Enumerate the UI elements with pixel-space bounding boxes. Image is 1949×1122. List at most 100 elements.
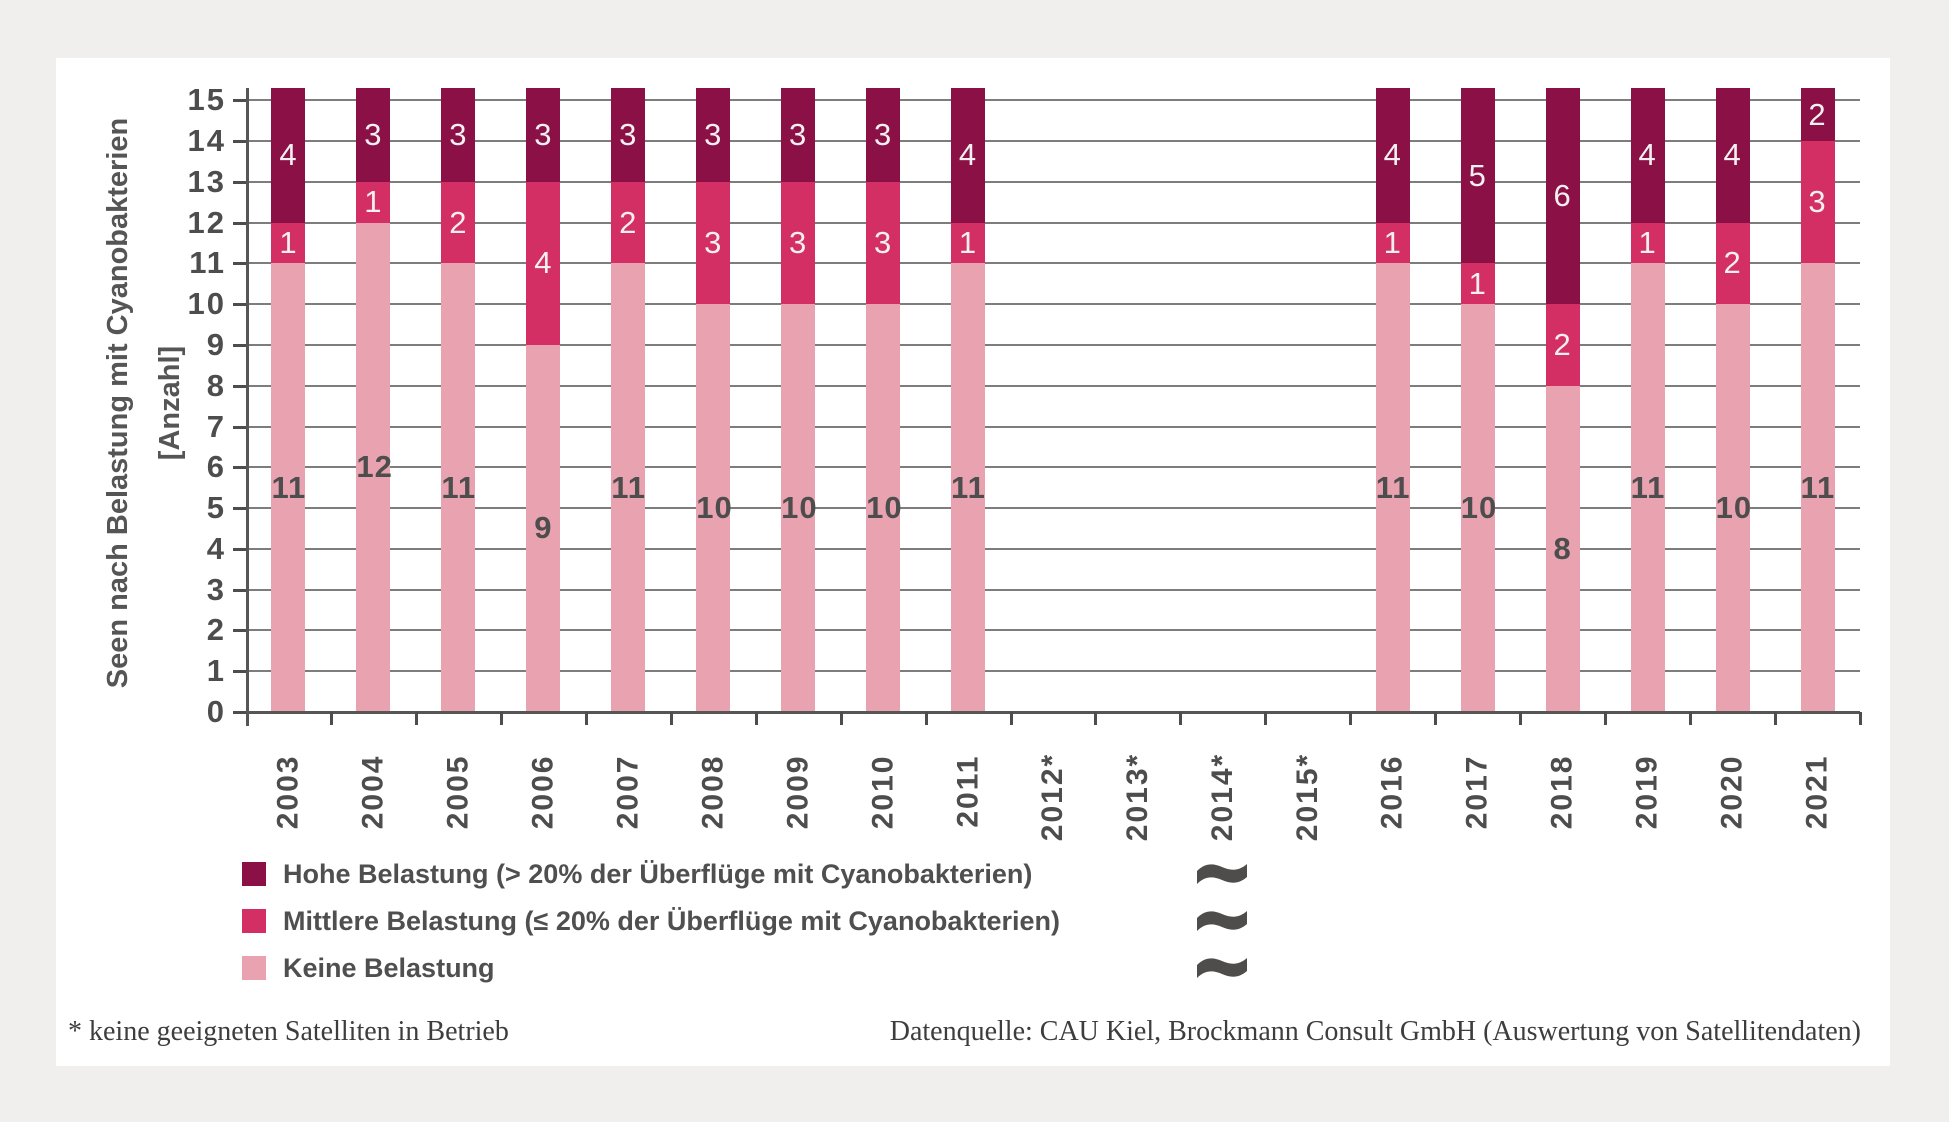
bar-value-label: 11 [441, 469, 477, 505]
x-tick-label: 2004 [331, 722, 416, 872]
x-tick-label: 2008 [671, 722, 756, 872]
x-axis-tick [1434, 712, 1438, 725]
x-tick-label: 2017 [1435, 722, 1520, 872]
bar-segment [611, 181, 646, 264]
bar-segment [1545, 88, 1580, 305]
bar-value-label: 2 [1723, 245, 1742, 281]
bar-value-label: 11 [1375, 469, 1411, 505]
grid-line [246, 221, 1860, 224]
gridline-layer [246, 88, 1860, 712]
bar-value-label: 3 [1808, 184, 1827, 220]
bar-segment [356, 88, 391, 182]
legend-label: Mittlere Belastung (≤ 20% der Überflüge … [283, 905, 1060, 936]
y-tick-label: 8 [206, 367, 226, 403]
bar-value-label: 11 [611, 469, 647, 505]
y-tick-label: 9 [206, 326, 226, 362]
grid-line [246, 99, 1860, 102]
bar-segment [1460, 88, 1495, 264]
x-axis-line [246, 711, 1860, 714]
x-axis-tick [669, 712, 673, 725]
x-tick-label: 2020 [1690, 722, 1775, 872]
y-axis-tick [233, 670, 246, 674]
x-axis-tick [1604, 712, 1608, 725]
y-tick-label: 0 [206, 694, 226, 729]
bar-value-label: 10 [696, 490, 733, 526]
grid-line [246, 180, 1860, 183]
x-tick-label-text: 2012* [1035, 752, 1069, 842]
bar-value-label: 4 [958, 137, 978, 173]
wave-icon [1197, 861, 1247, 888]
bar-segment [1630, 222, 1665, 264]
x-tick-label: 2011 [926, 722, 1011, 872]
legend-label: Hohe Belastung (> 20% der Überflüge mit … [283, 858, 1033, 889]
bar-value-label: 12 [356, 449, 393, 485]
bar-value-label: 4 [1383, 137, 1402, 173]
bar-value-label: 3 [534, 116, 553, 152]
bar-value-label: 8 [1553, 530, 1572, 566]
x-tick-label-text: 2016 [1375, 754, 1409, 830]
bar-segment [1715, 222, 1750, 305]
y-axis-tick [233, 140, 246, 144]
bar-value-label: 6 [1553, 178, 1572, 214]
x-axis-tick [1264, 712, 1268, 725]
wave-icon [1197, 955, 1247, 982]
bar-segment [271, 263, 306, 712]
bar-segment [1800, 141, 1835, 264]
bar-segment [1630, 263, 1665, 712]
y-tick-label: 15 [187, 82, 226, 118]
bar-segment [1715, 304, 1750, 712]
grid-line [246, 303, 1860, 306]
x-axis-tick [414, 712, 418, 725]
grid-line [246, 629, 1860, 632]
y-tick-label: 10 [187, 286, 226, 322]
y-tick-label: 3 [206, 571, 226, 607]
x-tick-label: 2007 [586, 722, 671, 872]
grid-line [246, 262, 1860, 265]
bar-segment [526, 344, 561, 712]
bar-value-label: 1 [1383, 224, 1402, 260]
bar-segment [356, 181, 391, 223]
x-axis-tick [924, 712, 928, 725]
bar-segment [1800, 263, 1835, 712]
grid-line [246, 507, 1860, 510]
x-axis-tick [1179, 712, 1183, 725]
bar-segment [356, 222, 391, 712]
bar-segment [696, 88, 731, 182]
bar-value-label: 3 [449, 116, 468, 152]
bar-segment [1375, 88, 1410, 223]
bar-value-label: 1 [1468, 265, 1487, 301]
y-axis-title-line1: Seen nach Belastung mit Cyanobakterien [102, 117, 134, 689]
bar-segment [781, 304, 816, 712]
bar-segment [526, 88, 561, 182]
bar-segment [526, 181, 561, 345]
bar-segment [1375, 263, 1410, 712]
y-axis-tick [233, 99, 246, 103]
grid-line [246, 343, 1860, 346]
bar-segment [866, 88, 901, 182]
grid-line [246, 384, 1860, 387]
bar-segment [951, 222, 986, 264]
bar-segment [781, 181, 816, 305]
bar-value-label: 3 [619, 116, 638, 152]
x-tick-label-text: 2010 [866, 754, 900, 830]
grid-line [246, 140, 1860, 143]
bar-value-label: 4 [1638, 137, 1657, 173]
bar-segment [951, 88, 986, 223]
bar-value-label: 2 [1553, 326, 1572, 362]
legend-swatch [242, 862, 266, 886]
x-tick-label-text: 2021 [1800, 754, 1834, 830]
y-axis-tick [233, 384, 246, 388]
bar-value-label: 9 [534, 510, 553, 546]
bar-segment [1375, 222, 1410, 264]
x-axis-tick [499, 712, 503, 725]
bar-segment [271, 222, 306, 264]
legend-item: Keine Belastung [242, 951, 495, 985]
bar-value-label: 3 [704, 224, 723, 260]
x-tick-label-text: 2008 [696, 754, 730, 830]
bar-value-label: 1 [364, 184, 383, 220]
footer: * keine geeigneten Satelliten in Betrieb… [68, 1016, 1861, 1058]
x-tick-label-text: 2011 [951, 754, 985, 828]
x-tick-label-text: 2015* [1290, 752, 1324, 842]
y-axis-tick [233, 588, 246, 592]
